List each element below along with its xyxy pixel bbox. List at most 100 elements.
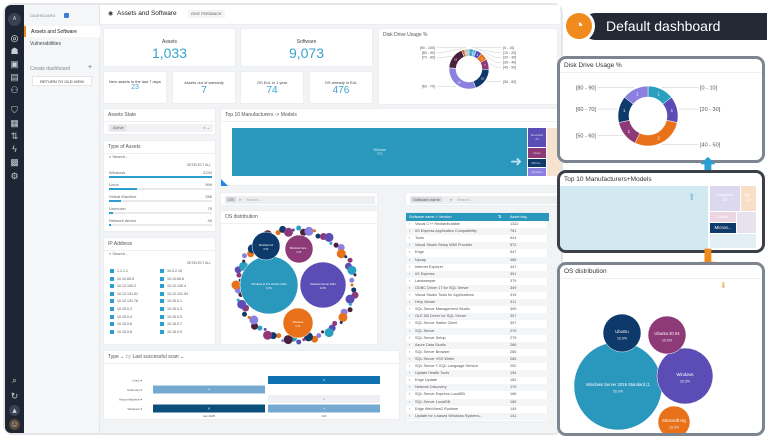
checkbox-icon[interactable] (110, 299, 114, 304)
kpi-software[interactable]: Software 9,073 (240, 28, 373, 67)
checkbox-icon[interactable] (110, 314, 114, 319)
minor-os-bubble[interactable] (231, 280, 241, 290)
minor-os-bubble[interactable] (321, 330, 325, 334)
expand-icon[interactable]: › (409, 257, 411, 262)
table-row[interactable]: › Update for x-based Windows Systems... 14… (406, 412, 549, 420)
scan-field-dropdown[interactable]: Last successful scan ⌄ (132, 354, 185, 360)
minor-os-bubble[interactable] (324, 328, 334, 338)
table-row[interactable]: › Help Viewer 311 (406, 299, 549, 307)
minor-os-bubble[interactable] (332, 320, 338, 326)
donut-slice[interactable] (448, 67, 477, 90)
assets-icon[interactable]: ☗ (10, 46, 19, 56)
bar[interactable] (268, 395, 380, 403)
table-row[interactable]: › SQL Server Express LocalDB 166 (406, 391, 549, 398)
expand-icon[interactable]: › (409, 264, 411, 269)
kpi-eol-already[interactable]: OS already in EoL 476 (309, 71, 373, 104)
refresh-icon[interactable]: ↻ (10, 391, 19, 401)
table-row[interactable]: › SQL Server VSS Writer 265 (406, 355, 549, 363)
checkbox-icon[interactable] (160, 329, 164, 334)
expand-icon[interactable]: › (409, 406, 411, 411)
minor-os-bubble[interactable] (276, 333, 282, 339)
checkbox-icon[interactable] (160, 307, 164, 312)
minor-os-bubble[interactable] (315, 233, 321, 239)
os-bubble[interactable] (282, 307, 314, 339)
checkbox-icon[interactable] (110, 307, 114, 312)
minor-os-bubble[interactable] (283, 335, 293, 345)
user-avatar-icon[interactable]: ☺ (9, 419, 20, 430)
minor-os-bubble[interactable] (237, 299, 247, 309)
treemap-tile-small[interactable] (737, 212, 756, 233)
table-row[interactable]: › Visual Studio Setup WMI Provider 572 (406, 242, 549, 250)
minor-os-bubble[interactable] (351, 287, 357, 293)
ip-checkbox-item[interactable]: 10.15.0.9 (160, 330, 182, 334)
kpi-assets[interactable]: Assets 1,033 (103, 28, 236, 67)
table-row[interactable]: › IIS Express Application Compatibility 75… (406, 228, 549, 236)
treemap-tile-microsoft[interactable]: Micros... (710, 223, 736, 233)
treemap-tile-rockwell[interactable]: Rockwell 24 (710, 186, 740, 211)
kpi-warranty[interactable]: Assets out of warranty 7 (172, 71, 236, 104)
table-row[interactable]: › Edge WebView2 Runtime 149 (406, 406, 549, 413)
minor-os-bubble[interactable] (324, 232, 334, 242)
minor-os-bubble[interactable] (257, 325, 263, 331)
expand-icon[interactable]: › (409, 243, 411, 248)
minor-os-bubble[interactable] (247, 315, 251, 319)
type-filter-item[interactable]: Windows 2234 (109, 170, 212, 180)
table-row[interactable]: › ODBC Driver 17 for SQL Server 349 (406, 284, 549, 292)
checkbox-icon[interactable] (160, 291, 164, 296)
table-row[interactable]: › Internet Explorer 447 (406, 264, 549, 271)
expand-icon[interactable]: › (409, 314, 411, 319)
expand-icon[interactable]: › (409, 364, 411, 368)
os-chip[interactable]: OS (226, 197, 236, 202)
minor-os-bubble[interactable] (333, 242, 339, 248)
bar[interactable] (153, 404, 265, 413)
minor-os-bubble[interactable] (329, 241, 333, 245)
table-row[interactable]: › Npcap 485 (406, 256, 549, 264)
minor-os-bubble[interactable] (281, 339, 285, 343)
table-row[interactable]: › SQL Server T-SQL Language Service 252 (406, 363, 549, 370)
treemap-tile-amazon[interactable]: Amazon (528, 168, 546, 176)
minor-os-bubble[interactable] (283, 227, 293, 237)
os-bubble[interactable] (299, 261, 347, 309)
checkbox-icon[interactable] (110, 276, 114, 281)
expand-icon[interactable]: › (409, 278, 411, 283)
table-row[interactable]: › IIS Express 391 (406, 270, 549, 278)
minor-os-bubble[interactable] (338, 312, 348, 322)
table-row[interactable]: › Visual C++ Redistributable 1322 (406, 221, 549, 228)
expand-icon[interactable]: › (409, 385, 411, 390)
sort-icon[interactable]: ⇅ (498, 215, 502, 219)
checkbox-icon[interactable] (160, 314, 164, 319)
drillup-arrow-icon[interactable]: ⬆ (688, 192, 696, 202)
table-row[interactable]: › SQL Server Native Client 307 (406, 320, 549, 327)
treemap-tile-cisco[interactable]: Cisco (528, 148, 546, 158)
bar[interactable] (268, 404, 380, 413)
ip-checkbox-item[interactable]: 10.15.0.7 (160, 322, 182, 327)
type-search-input[interactable]: ⌕ Search... (109, 154, 128, 159)
checkbox-icon[interactable] (110, 329, 114, 334)
minor-os-bubble[interactable] (353, 273, 357, 277)
monitor-icon[interactable]: ▣ (10, 59, 19, 69)
ip-checkbox-item[interactable]: 10.15.0.4 (110, 315, 132, 319)
os-search-input[interactable]: Search... (246, 197, 263, 202)
checkbox-icon[interactable] (110, 284, 114, 289)
os-bubble[interactable] (656, 347, 714, 405)
donut-slice[interactable] (464, 48, 470, 57)
expand-icon[interactable]: › (409, 285, 411, 290)
flow-icon[interactable]: ⇅ (10, 131, 19, 141)
state-select[interactable]: Active × ⌄ (108, 124, 213, 132)
expand-icon[interactable]: › (409, 356, 411, 361)
table-row[interactable]: › SQL Server LocalDB 165 (406, 398, 549, 406)
return-old-view-button[interactable]: RETURN TO OLD VIEW (32, 76, 92, 86)
ip-checkbox-item[interactable]: 10.0.2.15 (160, 269, 182, 274)
expand-icon[interactable]: › (409, 293, 411, 297)
checkbox-icon[interactable] (160, 276, 164, 281)
drilldown-arrow-icon[interactable]: ➜ (510, 153, 522, 169)
checkbox-icon[interactable] (110, 322, 114, 327)
expand-icon[interactable]: › (409, 342, 411, 347)
expand-icon[interactable]: › (409, 349, 411, 354)
software-name-chip[interactable]: Software name (411, 197, 442, 202)
expand-icon[interactable]: › (409, 328, 411, 333)
expand-icon[interactable]: › (409, 250, 411, 255)
table-row[interactable]: › SQL Server 279 (406, 327, 549, 335)
type-filter-item[interactable]: Linux 599 (109, 182, 212, 192)
minor-os-bubble[interactable] (316, 333, 322, 339)
